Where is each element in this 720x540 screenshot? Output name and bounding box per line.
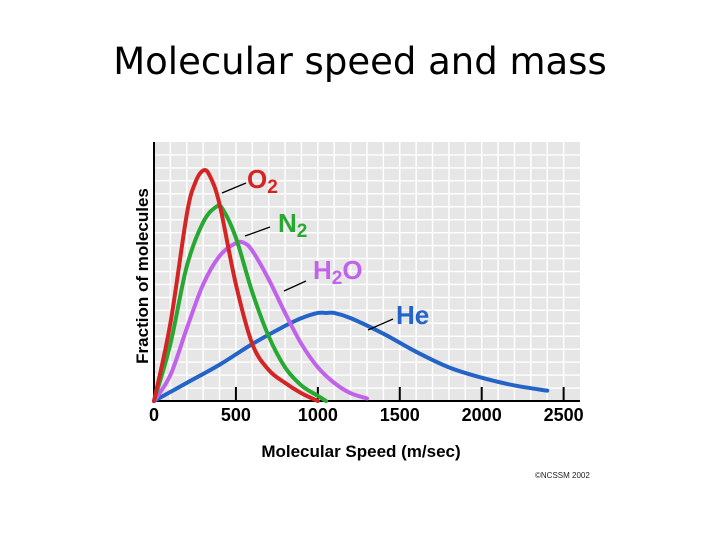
series-label-o2: O2: [247, 164, 278, 198]
x-tick-label: 500: [221, 405, 251, 425]
series-leader-line: [367, 318, 394, 331]
y-axis-label: Fraction of molecules: [133, 188, 152, 364]
series-line-h2o: [152, 239, 369, 403]
copyright-notice: ©NCSSM 2002: [535, 471, 590, 480]
x-tick-label: 2000: [462, 405, 502, 425]
x-axis-label: Molecular Speed (m/sec): [261, 442, 460, 461]
series-line-o2: [152, 167, 320, 403]
x-tick-label: 0: [149, 405, 159, 425]
series-label-n2: N2: [278, 208, 307, 242]
series-line-n2: [152, 203, 329, 403]
series-label-he: He: [396, 300, 429, 330]
series-label-h2o: H2O: [313, 255, 363, 289]
grid: [154, 142, 580, 401]
x-tick-label: 1500: [380, 405, 420, 425]
x-tick-label: 2500: [544, 405, 584, 425]
slide-title: Molecular speed and mass: [113, 40, 607, 83]
series-leader-line: [283, 280, 307, 292]
series-leader-line: [244, 226, 271, 237]
series-leader-line: [221, 182, 247, 194]
series-line-he: [152, 310, 550, 403]
x-tick-label: 1000: [298, 405, 338, 425]
